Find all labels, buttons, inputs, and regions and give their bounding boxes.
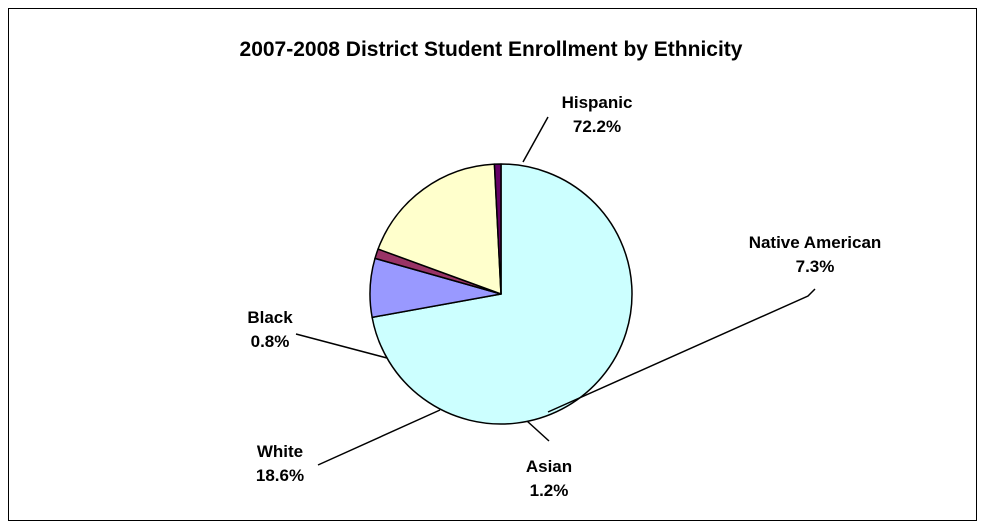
pie-slice-black — [493, 163, 502, 295]
slice-value-asian: 1.2% — [530, 481, 569, 500]
pie-slice-hispanic — [371, 163, 633, 425]
leader-line-black — [295, 333, 388, 359]
leader-line-asian — [526, 420, 550, 442]
slice-label-asian: Asian — [526, 457, 572, 476]
slice-value-native-american: 7.3% — [796, 257, 835, 276]
pie-slices — [369, 163, 633, 425]
leader-line-hispanic — [522, 116, 549, 163]
leader-line-native-american — [547, 288, 816, 413]
slice-label-hispanic: Hispanic — [562, 93, 633, 112]
leader-lines — [295, 116, 816, 466]
slice-value-hispanic: 72.2% — [573, 117, 621, 136]
slice-label-black: Black — [247, 308, 293, 327]
slice-value-black: 0.8% — [251, 332, 290, 351]
pie-slice-white — [377, 163, 502, 295]
data-labels: Hispanic 72.2% Native American 7.3% Asian 1.2… — [247, 93, 881, 500]
leader-line-white — [317, 409, 441, 466]
slice-label-white: White — [257, 442, 303, 461]
slice-label-native-american: Native American — [749, 233, 882, 252]
slice-value-white: 18.6% — [256, 466, 304, 485]
chart-title: 2007-2008 District Student Enrollment by… — [240, 38, 743, 61]
